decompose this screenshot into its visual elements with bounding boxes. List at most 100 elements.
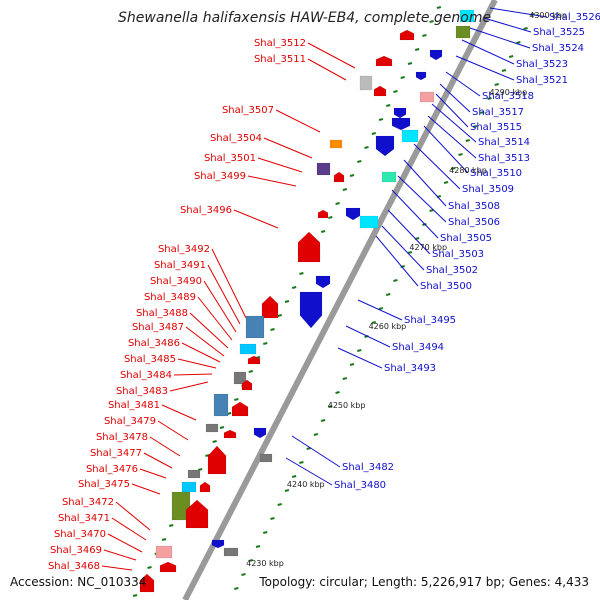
gene-label-shal-3469: Shal_3469 [50,545,102,556]
gene-feature [299,291,323,329]
tick-mark [364,146,369,149]
label-leader-line [391,189,439,239]
gene-feature [261,295,279,319]
gene-label-shal-3512: Shal_3512 [254,38,306,49]
tick-mark [219,426,225,429]
label-leader-line [139,468,167,479]
gene-feature [459,9,475,23]
gene-feature [139,573,155,593]
position-label: 4270 kbp [409,243,447,252]
tick-mark [487,97,492,100]
gene-feature [391,117,411,131]
gene-feature [429,49,443,61]
label-leader-line [203,280,237,333]
label-leader-line [427,115,477,159]
tick-mark [342,188,348,191]
gene-feature [399,29,415,41]
gene-label-shal-3510: Shal_3510 [470,168,522,179]
tick-mark [378,118,384,121]
gene-label-shal-3493: Shal_3493 [384,363,436,374]
tick-mark [328,216,333,219]
gene-feature [455,25,471,39]
tick-mark [248,559,254,562]
label-leader-line [381,225,425,271]
label-leader-line [233,209,279,229]
tick-mark [422,34,427,37]
tick-mark [393,90,398,93]
gene-feature [359,75,373,91]
gene-label-shal-3508: Shal_3508 [448,201,500,212]
label-leader-line [101,565,133,571]
tick-mark [451,167,456,170]
tick-mark [385,293,391,296]
position-label: 4260 kbp [369,322,407,331]
gene-label-shal-3480: Shal_3480 [334,480,386,491]
gene-feature [155,545,173,559]
label-leader-line [357,299,403,321]
gene-label-shal-3501: Shal_3501 [204,153,256,164]
gene-label-shal-3511: Shal_3511 [254,54,306,65]
gene-feature [223,547,239,557]
label-leader-line [263,137,313,159]
chromosome-backbone [182,0,498,600]
gene-label-shal-3500: Shal_3500 [420,281,472,292]
gene-label-shal-3517: Shal_3517 [472,107,524,118]
label-leader-line [439,83,471,113]
label-leader-line [413,143,461,190]
gene-feature [223,429,237,439]
gene-label-shal-3472: Shal_3472 [62,497,114,508]
label-leader-line [275,109,321,133]
tick-mark [472,125,478,128]
gene-feature [205,423,219,433]
label-leader-line [489,7,548,18]
gene-label-shal-3523: Shal_3523 [516,59,568,70]
label-leader-line [307,58,347,81]
tick-mark [494,83,499,86]
label-leader-line [461,39,515,65]
gene-label-shal-3485: Shal_3485 [124,354,176,365]
label-leader-line [431,103,477,143]
gene-label-shal-3499: Shal_3499 [194,171,246,182]
gene-label-shal-3509: Shal_3509 [462,184,514,195]
gene-feature [401,129,419,143]
tick-mark [429,20,434,23]
gene-feature [239,343,257,355]
position-label: 4290 kbp [489,88,527,97]
tick-mark [132,594,138,597]
gene-feature [381,171,397,183]
label-leader-line [115,501,151,531]
gene-feature [415,71,427,81]
gene-feature [187,469,201,479]
gene-feature [345,207,361,221]
tick-mark [277,314,282,317]
tick-mark [407,62,413,65]
label-leader-line [469,27,531,49]
gene-label-shal-3487: Shal_3487 [132,322,184,333]
gene-feature [213,393,229,417]
label-leader-line [111,517,147,541]
gene-label-shal-3490: Shal_3490 [150,276,202,287]
gene-feature [333,171,345,183]
tick-mark [161,538,167,541]
genome-title: Shewanella halifaxensis HAW-EB4, complet… [118,10,491,26]
gene-label-shal-3505: Shal_3505 [440,233,492,244]
gene-label-shal-3470: Shal_3470 [54,529,106,540]
tick-mark [349,174,355,177]
position-label: 4230 kbp [246,559,284,568]
gene-feature [375,55,393,67]
label-leader-line [149,436,181,457]
label-leader-line [285,457,333,486]
label-leader-line [169,381,209,392]
gene-label-shal-3502: Shal_3502 [426,265,478,276]
label-leader-line [291,435,341,468]
tick-mark [212,440,217,443]
tick-mark [349,363,355,366]
tick-mark [320,419,326,422]
tick-mark [277,503,282,506]
label-leader-line [247,175,297,187]
label-leader-line [345,325,391,348]
position-label: 4280 kbp [449,166,487,175]
tick-mark [371,321,376,324]
tick-mark [270,328,275,331]
tick-mark [414,48,420,51]
